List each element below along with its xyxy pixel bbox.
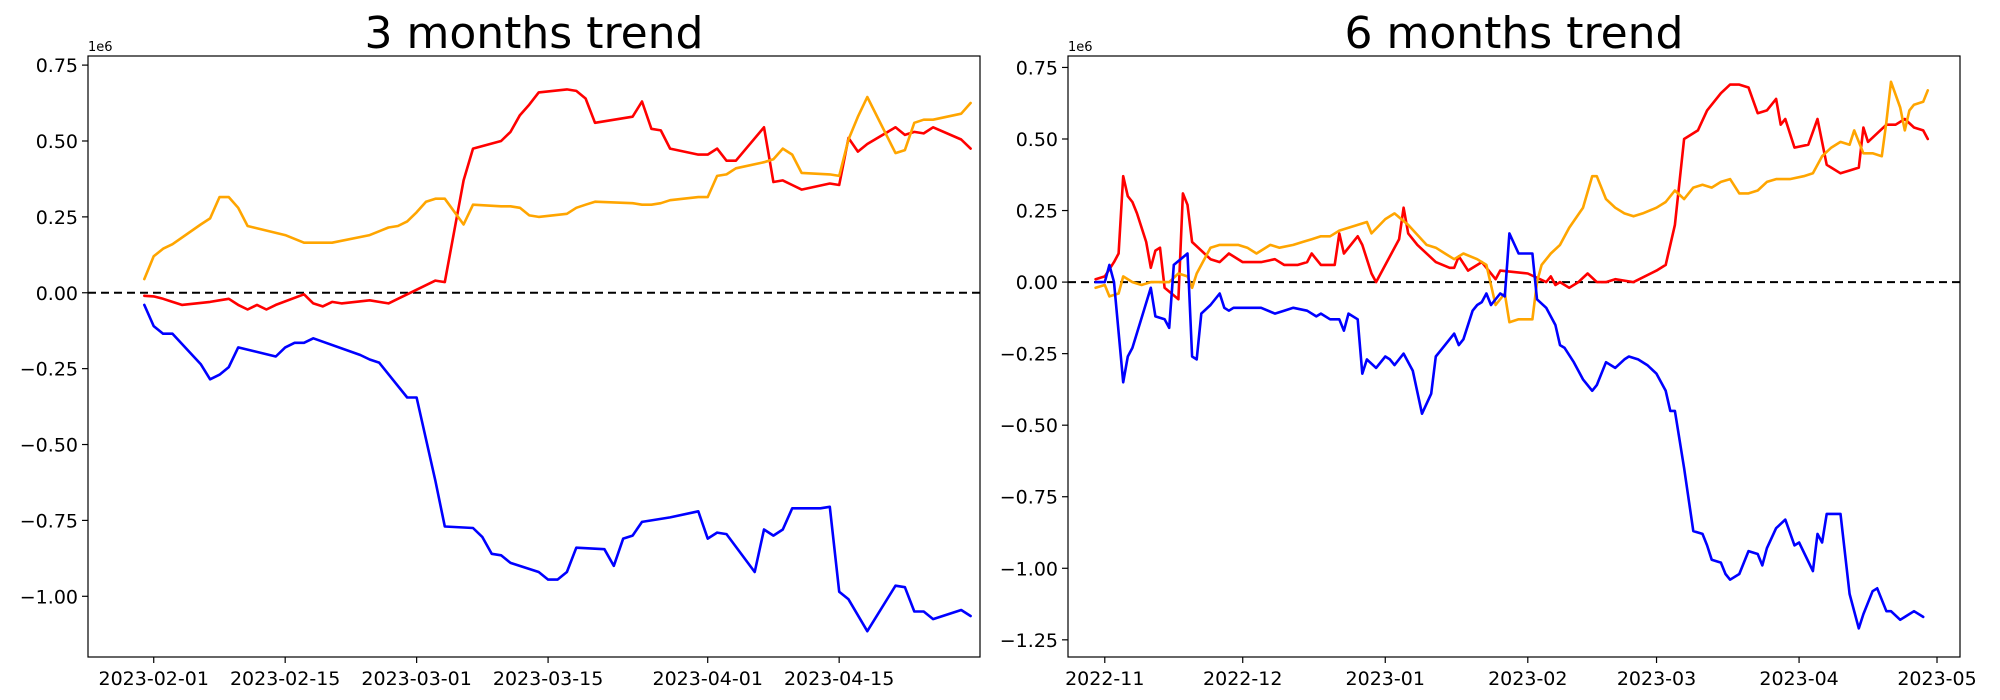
x-tick-label: 2023-02-01 [99,668,209,690]
x-tick-label: 2023-04 [1759,668,1838,690]
y-tick-label: 0.00 [36,283,78,305]
x-tick-label: 2022-11 [1065,668,1144,690]
x-tick-label: 2023-01 [1346,668,1425,690]
series-line-2 [1094,80,1930,324]
y-axis-offset-text: 1e6 [88,40,113,55]
y-tick-label: 0.50 [1016,129,1058,151]
x-tick-label: 2023-02 [1488,668,1567,690]
y-tick-label: −1.00 [1000,558,1058,580]
series-line-1 [143,88,972,311]
series-line-3 [143,303,972,633]
axes-frame [87,55,981,658]
y-tick-label: −0.75 [20,510,78,532]
series-line-3 [1094,232,1925,630]
chart-title: 6 months trend [1345,8,1684,59]
x-tick-label: 2023-03-01 [361,668,471,690]
x-tick-label: 2023-03-15 [493,668,603,690]
y-tick-label: −0.25 [20,359,78,381]
series-line-1 [1094,83,1930,301]
chart-3-months: 0.75 0.50 0.25 0.00 −0.25 −0.50 −0.75 −1.00 2023… [20,8,981,690]
axes-frame [1067,55,1961,658]
y-tick-label: 0.00 [1016,272,1058,294]
y-tick-label: 0.75 [36,55,78,77]
series-line-2 [143,95,972,281]
y-axis-offset-text: 1e6 [1068,40,1093,55]
y-tick-label: 0.25 [36,207,78,229]
plot-area [1068,80,1960,630]
plot-area [88,88,980,633]
y-tick-label: 0.50 [36,131,78,153]
y-tick-label: −0.75 [1000,487,1058,509]
y-tick-label: 0.75 [1016,57,1058,79]
y-tick-label: −1.25 [1000,630,1058,652]
x-tick-label: 2023-04-15 [784,668,894,690]
x-tick-label: 2023-02-15 [230,668,340,690]
x-tick-label: 2023-05 [1897,668,1976,690]
x-tick-label: 2022-12 [1203,668,1282,690]
y-tick-label: −1.00 [20,586,78,608]
x-tick-label: 2023-04-01 [652,668,762,690]
chart-title: 3 months trend [365,8,704,59]
y-tick-label: −0.25 [1000,344,1058,366]
y-tick-label: −0.50 [1000,415,1058,437]
y-tick-label: −0.50 [20,435,78,457]
x-tick-label: 2023-03 [1617,668,1696,690]
y-tick-label: 0.25 [1016,201,1058,223]
chart-6-months: 0.75 0.50 0.25 0.00 −0.25 −0.50 −0.75 −1.00 −1.2… [1000,8,1977,690]
